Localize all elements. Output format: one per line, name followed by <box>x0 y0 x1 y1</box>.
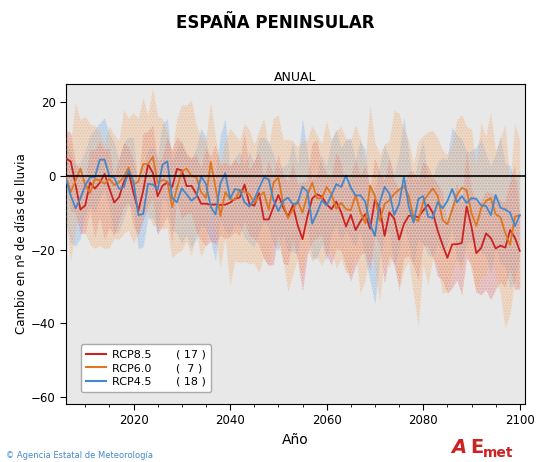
Text: © Agencia Estatal de Meteorología: © Agencia Estatal de Meteorología <box>6 451 152 460</box>
Text: E: E <box>470 438 483 457</box>
Legend: RCP8.5       ( 17 ), RCP6.0       (  7 ), RCP4.5       ( 18 ): RCP8.5 ( 17 ), RCP6.0 ( 7 ), RCP4.5 ( 18… <box>81 344 211 392</box>
Text: met: met <box>483 446 513 460</box>
Text: A: A <box>451 438 466 457</box>
Y-axis label: Cambio en nº de días de lluvia: Cambio en nº de días de lluvia <box>15 154 28 334</box>
Text: ESPAÑA PENINSULAR: ESPAÑA PENINSULAR <box>176 14 374 32</box>
X-axis label: Año: Año <box>282 433 309 447</box>
Title: ANUAL: ANUAL <box>274 71 317 84</box>
